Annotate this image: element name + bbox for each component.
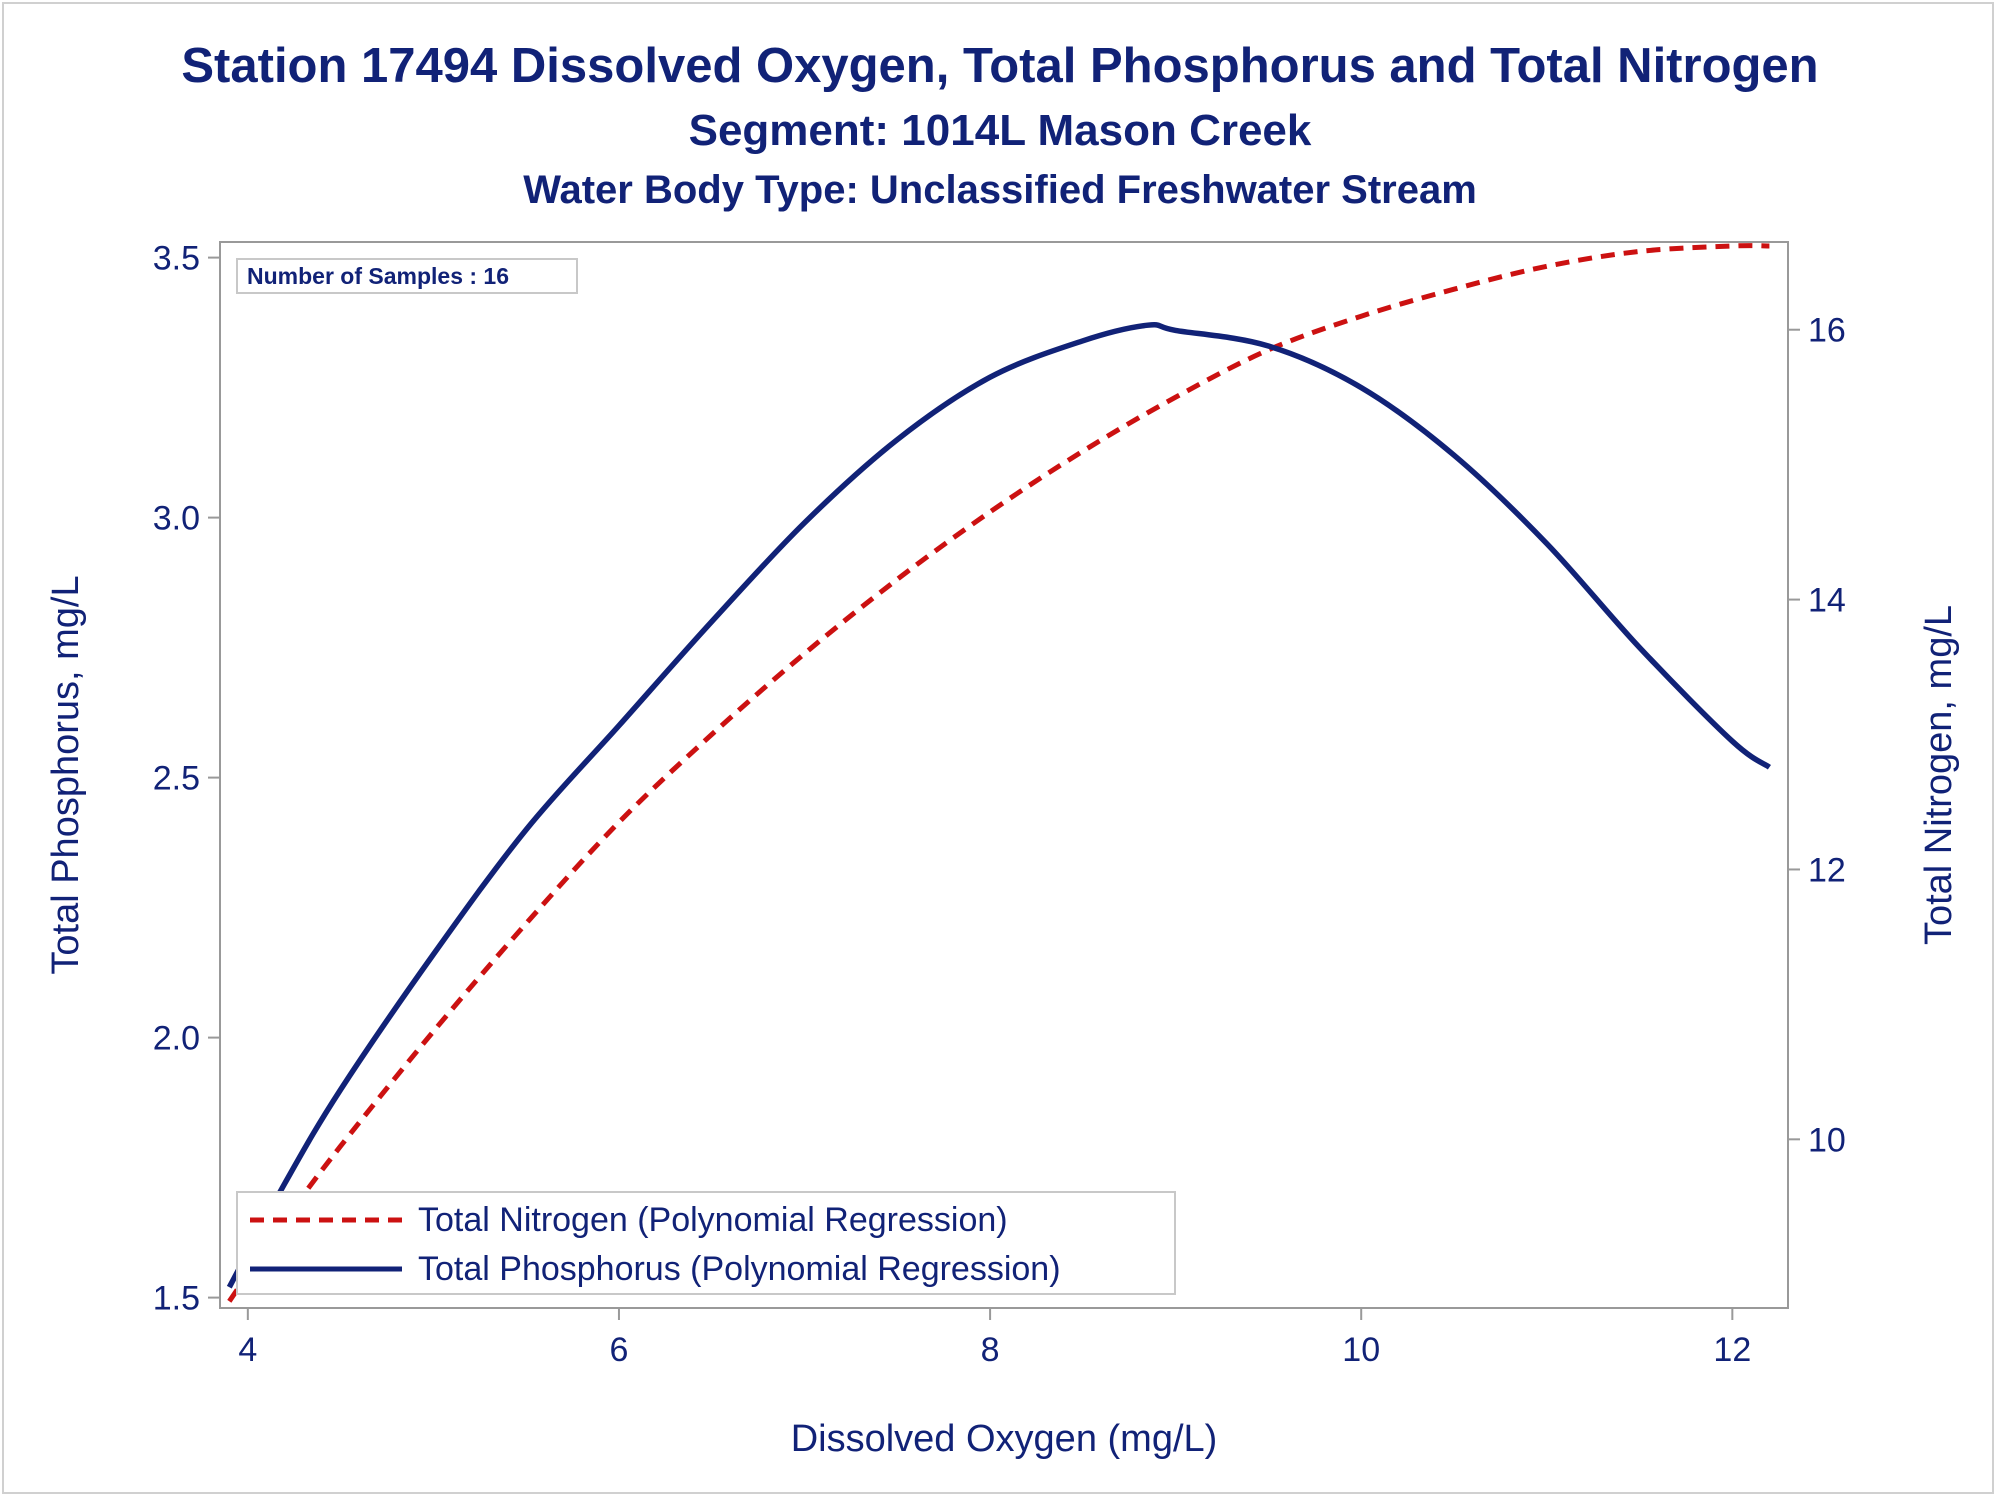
y-tick-label: 2.0 — [153, 1020, 200, 1058]
x-tick-label: 6 — [609, 1331, 628, 1369]
sample-count-annotation: Number of Samples : 16 — [247, 263, 509, 289]
sample-count-box — [236, 258, 578, 294]
legend — [236, 1191, 1176, 1295]
series-line-phosphorus — [226, 322, 1771, 1289]
y-tick-label: 2.5 — [153, 760, 200, 798]
chart-title: Station 17494 Dissolved Oxygen, Total Ph… — [181, 39, 1819, 93]
x-axis-label: Dissolved Oxygen (mg/L) — [791, 1418, 1218, 1460]
y-tick-label: 1.5 — [153, 1280, 200, 1318]
chart-subtitle-water-body: Water Body Type: Unclassified Freshwater… — [523, 168, 1477, 212]
y-tick-label: 3.5 — [153, 240, 200, 278]
legend-label-phosphorus: Total Phosphorus (Polynomial Regression) — [418, 1250, 1061, 1288]
legend-label-nitrogen: Total Nitrogen (Polynomial Regression) — [418, 1201, 1008, 1239]
axis-ticks: 4 6 8 10 12 1.5 2.0 2.5 3.0 3.5 10 12 14 16 — [153, 240, 1846, 1369]
chart-subtitle: Segment: 1014L Mason Creek — [688, 106, 1312, 155]
x-tick-label: 12 — [1713, 1331, 1751, 1369]
x-tick-label: 8 — [981, 1331, 1000, 1369]
plot-area — [219, 241, 1789, 1309]
y2-tick-label: 16 — [1808, 312, 1846, 350]
x-tick-label: 4 — [238, 1331, 257, 1369]
series-layer — [226, 243, 1771, 1303]
y-axis-label: Total Phosphorus, mg/L — [45, 575, 87, 974]
y-tick-label: 3.0 — [153, 500, 200, 538]
y2-axis-label: Total Nitrogen, mg/L — [1918, 605, 1960, 945]
x-tick-label: 10 — [1342, 1331, 1380, 1369]
y2-tick-label: 12 — [1808, 851, 1846, 889]
series-line-nitrogen — [227, 243, 1770, 1303]
y2-tick-label: 14 — [1808, 582, 1846, 620]
y2-tick-label: 10 — [1808, 1121, 1846, 1159]
